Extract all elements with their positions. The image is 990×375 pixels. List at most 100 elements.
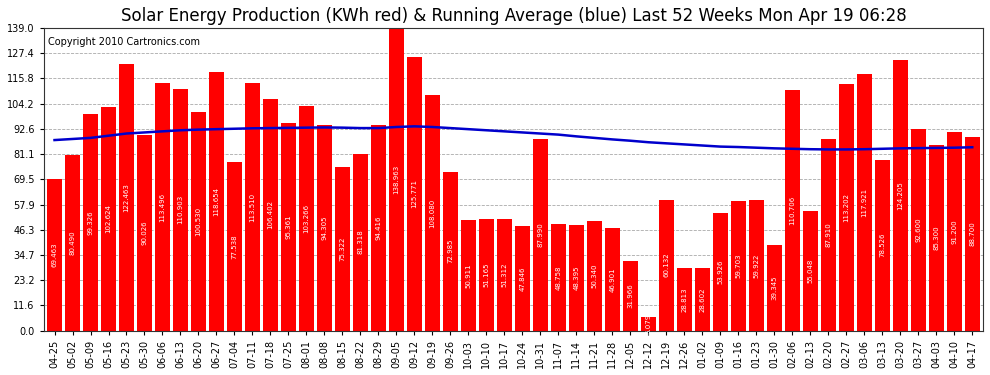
Text: 48.395: 48.395	[573, 266, 579, 290]
Bar	[695, 268, 710, 331]
Bar	[568, 225, 584, 331]
Bar	[227, 162, 243, 331]
Text: 31.966: 31.966	[628, 284, 634, 308]
Text: 50.911: 50.911	[465, 263, 471, 288]
Bar	[281, 123, 296, 331]
Text: 103.266: 103.266	[304, 204, 310, 233]
Bar	[587, 221, 602, 331]
Bar	[766, 245, 782, 331]
Text: 100.530: 100.530	[195, 207, 202, 236]
Bar	[964, 138, 980, 331]
Text: 106.402: 106.402	[267, 200, 273, 229]
Text: 124.205: 124.205	[897, 181, 903, 210]
Text: 94.305: 94.305	[322, 216, 328, 240]
Text: 6.079: 6.079	[645, 314, 651, 334]
Text: 39.345: 39.345	[771, 276, 777, 300]
Bar	[821, 139, 836, 331]
Text: 138.963: 138.963	[393, 165, 399, 194]
Text: 95.361: 95.361	[285, 214, 291, 239]
Text: 51.312: 51.312	[501, 262, 508, 287]
Text: 113.202: 113.202	[843, 193, 849, 222]
Text: 55.048: 55.048	[807, 258, 814, 283]
Bar	[83, 114, 98, 331]
Bar	[443, 172, 458, 331]
Bar	[550, 225, 566, 331]
Text: 72.985: 72.985	[447, 239, 453, 263]
Text: 99.326: 99.326	[87, 210, 93, 235]
Bar	[245, 83, 260, 331]
Bar	[839, 84, 854, 331]
Bar	[209, 72, 224, 331]
Bar	[407, 57, 422, 331]
Text: 91.200: 91.200	[951, 219, 957, 244]
Text: Copyright 2010 Cartronics.com: Copyright 2010 Cartronics.com	[49, 37, 200, 47]
Text: 53.926: 53.926	[718, 260, 724, 284]
Bar	[479, 219, 494, 331]
Text: 59.922: 59.922	[753, 253, 759, 278]
Text: 88.700: 88.700	[969, 222, 975, 246]
Bar	[605, 228, 620, 331]
Bar	[137, 135, 152, 331]
Bar	[352, 153, 368, 331]
Bar	[191, 112, 206, 331]
Text: 46.901: 46.901	[610, 267, 616, 292]
Bar	[713, 213, 728, 331]
Text: 60.132: 60.132	[663, 253, 669, 278]
Text: 69.463: 69.463	[51, 243, 57, 267]
Bar	[119, 64, 135, 331]
Bar	[874, 160, 890, 331]
Text: 118.654: 118.654	[214, 187, 220, 216]
Bar	[299, 106, 314, 331]
Text: 78.526: 78.526	[879, 233, 885, 257]
Bar	[335, 166, 350, 331]
Bar	[533, 139, 548, 331]
Bar	[748, 200, 764, 331]
Bar	[389, 28, 404, 331]
Bar	[911, 129, 926, 331]
Bar	[785, 90, 800, 331]
Text: 122.463: 122.463	[124, 183, 130, 212]
Bar	[47, 179, 62, 331]
Text: 110.706: 110.706	[789, 195, 795, 225]
Bar	[101, 107, 116, 331]
Text: 59.703: 59.703	[736, 254, 742, 278]
Bar	[497, 219, 512, 331]
Text: 48.758: 48.758	[555, 265, 561, 290]
Bar	[893, 60, 908, 331]
Text: 113.496: 113.496	[159, 192, 165, 222]
Bar	[371, 125, 386, 331]
Text: 125.771: 125.771	[412, 179, 418, 208]
Text: 87.990: 87.990	[538, 222, 544, 247]
Text: 92.600: 92.600	[916, 217, 922, 242]
Text: 28.602: 28.602	[699, 287, 705, 312]
Bar	[317, 125, 332, 331]
Text: 108.080: 108.080	[430, 198, 436, 228]
Text: 80.490: 80.490	[69, 231, 75, 255]
Text: 113.510: 113.510	[249, 192, 255, 222]
Title: Solar Energy Production (KWh red) & Running Average (blue) Last 52 Weeks Mon Apr: Solar Energy Production (KWh red) & Runn…	[121, 7, 906, 25]
Text: 85.300: 85.300	[934, 225, 940, 250]
Bar	[641, 317, 656, 331]
Bar	[460, 220, 476, 331]
Bar	[856, 74, 872, 331]
Text: 75.322: 75.322	[340, 236, 346, 261]
Bar	[677, 268, 692, 331]
Bar	[173, 89, 188, 331]
Bar	[515, 226, 530, 331]
Bar	[425, 95, 441, 331]
Bar	[154, 84, 170, 331]
Bar	[929, 145, 943, 331]
Bar	[946, 132, 962, 331]
Text: 87.910: 87.910	[826, 222, 832, 247]
Text: 94.416: 94.416	[375, 216, 381, 240]
Bar	[65, 155, 80, 331]
Text: 51.165: 51.165	[483, 262, 489, 287]
Text: 77.538: 77.538	[232, 234, 238, 258]
Bar	[731, 201, 746, 331]
Bar	[803, 211, 818, 331]
Text: 117.921: 117.921	[861, 188, 867, 217]
Text: 47.846: 47.846	[520, 266, 526, 291]
Text: 110.903: 110.903	[177, 195, 183, 225]
Text: 81.318: 81.318	[357, 230, 363, 255]
Text: 90.026: 90.026	[142, 220, 148, 245]
